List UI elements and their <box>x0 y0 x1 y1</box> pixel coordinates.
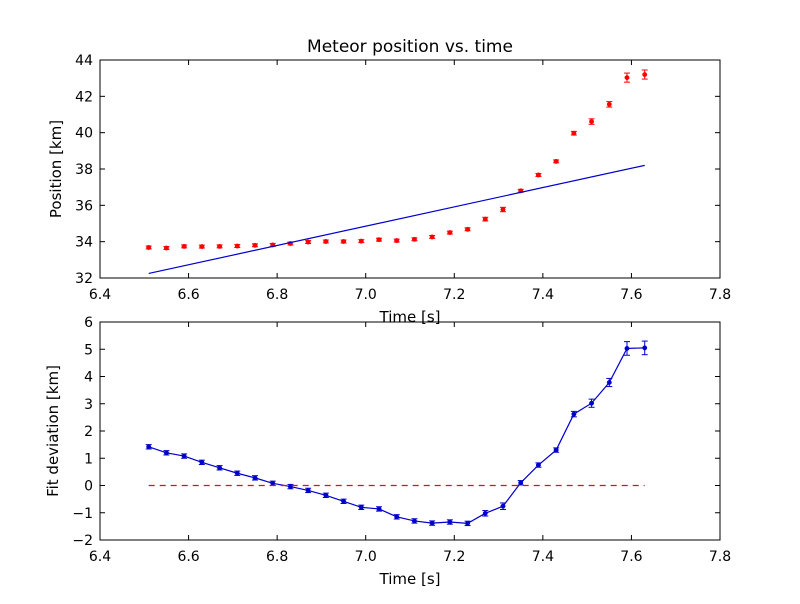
deviation-data-point <box>163 450 169 456</box>
deviation-y-tick-label: 2 <box>84 424 93 440</box>
position-data-point <box>323 239 329 244</box>
position-x-tick-label: 7.2 <box>443 287 465 303</box>
position-data-point <box>146 245 152 250</box>
deviation-x-tick-label: 6.4 <box>89 549 111 565</box>
deviation-x-tick-label: 7.0 <box>355 549 377 565</box>
position-x-tick-label: 6.4 <box>89 287 111 303</box>
deviation-data-point <box>341 498 347 504</box>
position-data-point <box>181 243 187 249</box>
position-data-point <box>199 244 205 250</box>
deviation-data-point <box>482 510 488 516</box>
deviation-data-point <box>606 380 612 385</box>
position-data-point <box>606 101 612 107</box>
deviation-y-tick-label: 0 <box>84 479 93 495</box>
position-y-axis-label: Position [km] <box>47 120 65 218</box>
deviation-panel: 6.4 6.6 6.8 7.0 7.2 7.4 7.6 7.8 −2 −1 0 1 2 3 4 5 6 Time… <box>44 315 731 588</box>
position-data-point <box>624 75 630 81</box>
deviation-data-point <box>553 447 559 453</box>
deviation-data-point <box>217 465 223 471</box>
position-data-point <box>500 207 506 212</box>
position-data-point <box>553 158 559 164</box>
position-y-tick-label: 34 <box>75 235 93 251</box>
deviation-x-tick-label: 6.6 <box>177 549 199 565</box>
deviation-data-point <box>518 480 524 486</box>
position-data-point <box>163 245 169 251</box>
deviation-data-point <box>199 459 205 465</box>
position-data-point <box>411 236 417 242</box>
deviation-y-tick-label: −1 <box>72 506 93 522</box>
position-data-point <box>252 242 258 248</box>
position-chart-title: Meteor position vs. time <box>307 37 513 57</box>
position-y-tick-label: 36 <box>75 198 93 214</box>
deviation-data-point <box>305 487 311 493</box>
deviation-data-point <box>270 480 276 486</box>
position-data-point <box>535 172 541 178</box>
deviation-x-tick-label: 7.2 <box>443 549 465 565</box>
position-data-point <box>571 130 577 136</box>
deviation-y-tick-label: 5 <box>84 342 93 358</box>
deviation-y-axis-label: Fit deviation [km] <box>44 365 62 497</box>
position-y-tick-label: 44 <box>75 53 93 69</box>
deviation-y-tick-label: 4 <box>84 370 93 386</box>
deviation-data-point <box>394 514 400 520</box>
deviation-data-point <box>358 504 364 510</box>
deviation-x-tick-label: 6.8 <box>266 549 288 565</box>
deviation-data-point <box>535 462 541 468</box>
position-data-point <box>465 226 471 232</box>
position-x-tick-label: 7.4 <box>532 287 554 303</box>
position-y-tick-label: 32 <box>75 271 93 287</box>
deviation-y-tick-label: 6 <box>84 315 93 331</box>
position-x-tick-label: 7.8 <box>709 287 731 303</box>
position-data-point <box>305 239 311 245</box>
deviation-data-point <box>429 520 435 526</box>
position-data-point <box>358 238 364 244</box>
position-data-point <box>589 119 595 125</box>
position-x-tick-label: 6.6 <box>177 287 199 303</box>
deviation-data-point <box>252 475 258 481</box>
position-plot-frame <box>99 59 721 279</box>
deviation-y-tick-label: 3 <box>84 397 93 413</box>
deviation-x-tick-label: 7.4 <box>532 549 554 565</box>
deviation-data-point <box>181 453 187 459</box>
deviation-plot-frame <box>99 321 721 541</box>
deviation-y-tick-label: −2 <box>72 533 93 549</box>
position-data-point <box>234 243 240 249</box>
position-x-tick-label: 7.0 <box>355 287 377 303</box>
position-data-point <box>394 238 400 244</box>
deviation-data-point <box>465 520 471 526</box>
deviation-data-point <box>234 470 240 476</box>
deviation-x-axis-label: Time [s] <box>379 570 441 588</box>
position-data-point <box>447 230 453 236</box>
deviation-data-point <box>146 444 152 450</box>
position-data-point <box>429 234 435 240</box>
deviation-x-tick-label: 7.6 <box>620 549 642 565</box>
position-y-tick-label: 42 <box>75 89 93 105</box>
position-data-point <box>376 237 382 243</box>
deviation-data-point <box>287 484 293 490</box>
deviation-data-point <box>376 506 382 512</box>
deviation-data-point <box>624 345 630 351</box>
position-x-tick-label: 7.6 <box>620 287 642 303</box>
deviation-data-point <box>500 503 506 509</box>
deviation-data-point <box>571 411 577 417</box>
position-y-tick-label: 40 <box>75 126 93 142</box>
deviation-data-point <box>642 345 648 351</box>
position-data-point <box>341 239 347 244</box>
position-x-axis-label: Time [s] <box>379 308 441 326</box>
deviation-data-point <box>589 400 595 406</box>
position-data-point <box>482 216 488 222</box>
position-data-point <box>642 72 648 77</box>
deviation-y-tick-label: 1 <box>84 451 93 467</box>
deviation-data-point <box>447 519 453 525</box>
position-series-1-line <box>148 164 645 275</box>
position-x-tick-label: 6.8 <box>266 287 288 303</box>
position-y-tick-label: 38 <box>75 162 93 178</box>
deviation-data-point <box>323 492 329 498</box>
deviation-x-tick-label: 7.8 <box>709 549 731 565</box>
position-data-point <box>217 243 223 249</box>
deviation-data-point <box>411 518 417 524</box>
